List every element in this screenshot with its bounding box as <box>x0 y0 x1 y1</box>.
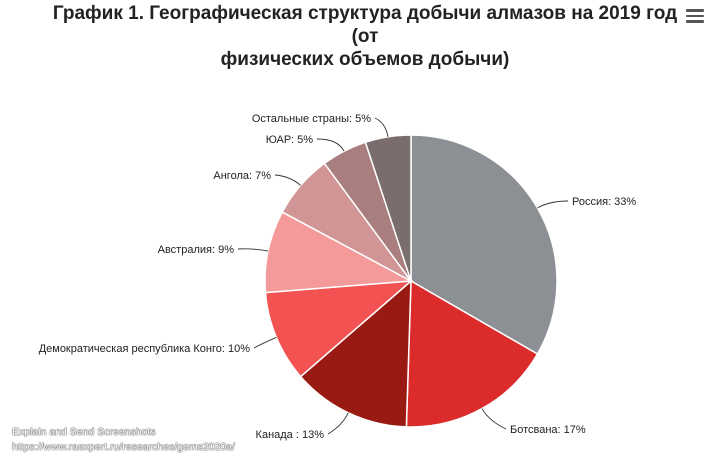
leader-line <box>481 408 507 430</box>
pie-slice[interactable] <box>364 134 412 282</box>
menu-bar <box>686 20 704 23</box>
menu-bar <box>686 14 704 17</box>
watermark-text: Explain and Send Screenshots <box>12 426 156 438</box>
leader-line <box>537 200 569 209</box>
slice-label: Демократическая республика Конго: 10% <box>39 343 251 355</box>
leader-line <box>374 117 389 137</box>
pie-slices <box>264 134 558 428</box>
slice-label: Канада : 13% <box>256 429 325 441</box>
leader-line <box>253 336 277 349</box>
chart-title-line-2: физических объемов добычи) <box>220 49 510 70</box>
slice-label: Ангола: 7% <box>213 170 271 182</box>
slice-label: Остальные страны: 5% <box>252 113 371 125</box>
leader-line <box>327 412 349 435</box>
pie-leader-lines <box>237 117 569 435</box>
hamburger-menu-icon[interactable] <box>686 9 704 23</box>
menu-bar <box>686 9 704 12</box>
pie-slice[interactable] <box>264 211 414 294</box>
slice-label: Россия: 33% <box>572 196 636 208</box>
chart-title-line-1: График 1. Географическая структура добыч… <box>52 3 678 47</box>
pie-labels: Россия: 33% Ботсвана: 17% Канада : 13% Демо… <box>39 113 637 441</box>
pie-slice[interactable] <box>410 134 558 356</box>
slice-label: Ботсвана: 17% <box>510 424 586 436</box>
leader-line <box>316 138 345 152</box>
leader-line <box>274 174 301 186</box>
slice-label: Австралия: 9% <box>158 244 235 256</box>
pie-slice[interactable] <box>405 279 539 428</box>
chart-title: График 1. Географическая структура добыч… <box>40 2 690 71</box>
slice-label: ЮАР: 5% <box>266 134 313 146</box>
watermark-url: https://www.raexpert.ru/researches/gems2… <box>12 441 235 453</box>
leader-line <box>237 248 269 252</box>
pie-slice[interactable] <box>299 279 412 428</box>
